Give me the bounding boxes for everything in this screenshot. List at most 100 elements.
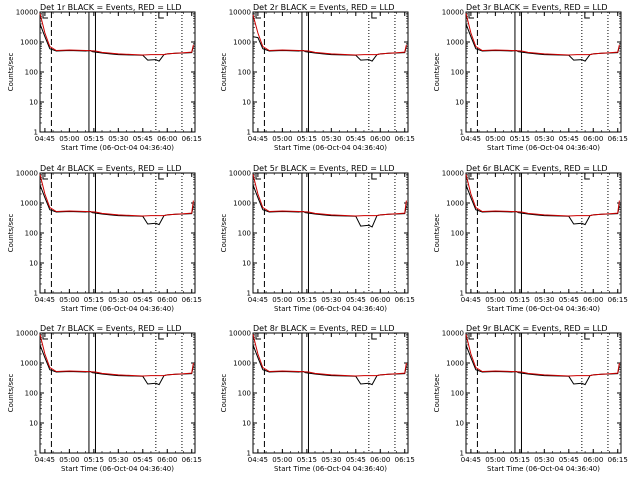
events-series-line bbox=[465, 184, 620, 226]
x-tick-label: 05:15 bbox=[297, 296, 317, 304]
y-tick-label: 1 bbox=[460, 290, 464, 298]
y-tick-label: 10000 bbox=[442, 170, 464, 178]
x-tick-label: 06:15 bbox=[608, 456, 628, 464]
x-tick-label: 05:00 bbox=[272, 135, 292, 143]
interval-bracket-mark bbox=[255, 12, 261, 19]
x-tick-label: 04:45 bbox=[461, 135, 481, 143]
plot-frame bbox=[39, 332, 196, 454]
x-tick-label: 06:00 bbox=[157, 296, 177, 304]
y-tick-label: 10000 bbox=[229, 330, 251, 338]
lld-series-line bbox=[39, 174, 194, 217]
interval-bracket-mark bbox=[584, 333, 590, 340]
panel-title: Det 4r BLACK = Events, RED = LLD bbox=[40, 164, 182, 173]
detector-panel: Det 1r BLACK = Events, RED = LLD 1 10 100 10… bbox=[7, 3, 202, 152]
x-tick-label: 05:00 bbox=[485, 296, 505, 304]
events-series-line bbox=[252, 344, 407, 386]
y-axis-label: Counts/sec bbox=[433, 374, 441, 413]
x-tick-label: 04:45 bbox=[35, 135, 55, 143]
detector-panel: Det 8r BLACK = Events, RED = LLD 1 10 100 10… bbox=[220, 324, 415, 473]
lld-series-line bbox=[252, 174, 407, 217]
detector-panel: Det 7r BLACK = Events, RED = LLD 1 10 100 10… bbox=[7, 324, 202, 473]
x-tick-label: 05:45 bbox=[133, 296, 153, 304]
x-tick-label: 06:00 bbox=[370, 135, 390, 143]
detector-panel: Det 2r BLACK = Events, RED = LLD 1 10 100 10… bbox=[220, 3, 415, 152]
x-tick-label: 05:45 bbox=[346, 296, 366, 304]
events-series-line bbox=[39, 184, 194, 226]
y-tick-label: 100 bbox=[451, 390, 464, 398]
x-tick-label: 06:15 bbox=[608, 296, 628, 304]
y-axis-label: Counts/sec bbox=[220, 53, 228, 92]
y-tick-label: 10000 bbox=[442, 330, 464, 338]
x-tick-label: 06:00 bbox=[370, 296, 390, 304]
y-tick-label: 1000 bbox=[20, 39, 38, 47]
x-axis-label: Start Time (06-Oct-04 04:36:40) bbox=[61, 305, 174, 313]
detector-panel: Det 3r BLACK = Events, RED = LLD 1 10 100 10… bbox=[433, 3, 628, 152]
interval-bracket-mark bbox=[255, 173, 261, 180]
x-tick-label: 05:30 bbox=[108, 135, 128, 143]
plot-frame bbox=[252, 172, 409, 294]
y-tick-label: 1 bbox=[34, 290, 38, 298]
y-tick-label: 10000 bbox=[16, 9, 38, 17]
interval-bracket-mark bbox=[42, 12, 48, 19]
x-tick-label: 05:30 bbox=[534, 456, 554, 464]
panel-title: Det 3r BLACK = Events, RED = LLD bbox=[466, 3, 608, 12]
x-tick-label: 05:15 bbox=[84, 135, 104, 143]
x-tick-label: 04:45 bbox=[461, 296, 481, 304]
interval-bracket-mark bbox=[371, 12, 377, 19]
lld-series-line bbox=[39, 334, 194, 377]
y-tick-label: 10 bbox=[455, 420, 464, 428]
x-tick-label: 06:00 bbox=[583, 135, 603, 143]
x-tick-label: 04:45 bbox=[35, 456, 55, 464]
y-tick-label: 1000 bbox=[446, 200, 464, 208]
y-tick-label: 1000 bbox=[20, 200, 38, 208]
x-tick-label: 05:45 bbox=[133, 456, 153, 464]
x-tick-label: 05:45 bbox=[559, 135, 579, 143]
plot-frame bbox=[465, 172, 622, 294]
y-tick-label: 10 bbox=[242, 420, 251, 428]
y-axis-label: Counts/sec bbox=[220, 214, 228, 253]
x-tick-label: 04:45 bbox=[248, 456, 268, 464]
x-tick-label: 05:45 bbox=[133, 135, 153, 143]
events-series-line bbox=[39, 344, 194, 386]
lld-series-line bbox=[252, 14, 407, 56]
interval-bracket-mark bbox=[42, 173, 48, 180]
x-tick-label: 05:45 bbox=[346, 135, 366, 143]
x-tick-label: 06:00 bbox=[583, 456, 603, 464]
interval-bracket-mark bbox=[371, 333, 377, 340]
events-series-line bbox=[465, 23, 620, 62]
y-tick-label: 10 bbox=[29, 99, 38, 107]
y-tick-label: 10000 bbox=[16, 170, 38, 178]
x-axis-label: Start Time (06-Oct-04 04:36:40) bbox=[487, 305, 600, 313]
plot-frame bbox=[39, 11, 196, 133]
plot-frame bbox=[39, 172, 196, 294]
y-tick-label: 10 bbox=[242, 260, 251, 268]
x-tick-label: 05:30 bbox=[534, 135, 554, 143]
y-tick-label: 1 bbox=[247, 129, 251, 137]
x-tick-label: 05:15 bbox=[510, 296, 530, 304]
x-tick-label: 05:45 bbox=[559, 456, 579, 464]
x-axis-label: Start Time (06-Oct-04 04:36:40) bbox=[274, 465, 387, 473]
x-tick-label: 06:15 bbox=[395, 135, 415, 143]
y-tick-label: 100 bbox=[451, 69, 464, 77]
x-tick-label: 05:15 bbox=[297, 135, 317, 143]
y-tick-label: 1000 bbox=[446, 39, 464, 47]
panel-title: Det 7r BLACK = Events, RED = LLD bbox=[40, 324, 182, 333]
x-axis-label: Start Time (06-Oct-04 04:36:40) bbox=[274, 144, 387, 152]
y-tick-label: 100 bbox=[238, 230, 251, 238]
lld-series-line bbox=[465, 334, 620, 377]
x-tick-label: 05:15 bbox=[84, 456, 104, 464]
x-axis-label: Start Time (06-Oct-04 04:36:40) bbox=[487, 465, 600, 473]
x-tick-label: 05:00 bbox=[272, 456, 292, 464]
panel-title: Det 8r BLACK = Events, RED = LLD bbox=[253, 324, 395, 333]
x-tick-label: 06:00 bbox=[157, 135, 177, 143]
plot-frame bbox=[252, 332, 409, 454]
y-tick-label: 1 bbox=[34, 450, 38, 458]
x-tick-label: 05:30 bbox=[108, 456, 128, 464]
interval-bracket-mark bbox=[158, 12, 164, 19]
x-tick-label: 06:15 bbox=[182, 296, 202, 304]
lld-series-line bbox=[39, 13, 194, 56]
interval-bracket-mark bbox=[584, 12, 590, 19]
y-tick-label: 1 bbox=[34, 129, 38, 137]
x-tick-label: 04:45 bbox=[461, 456, 481, 464]
x-tick-label: 05:00 bbox=[59, 135, 79, 143]
